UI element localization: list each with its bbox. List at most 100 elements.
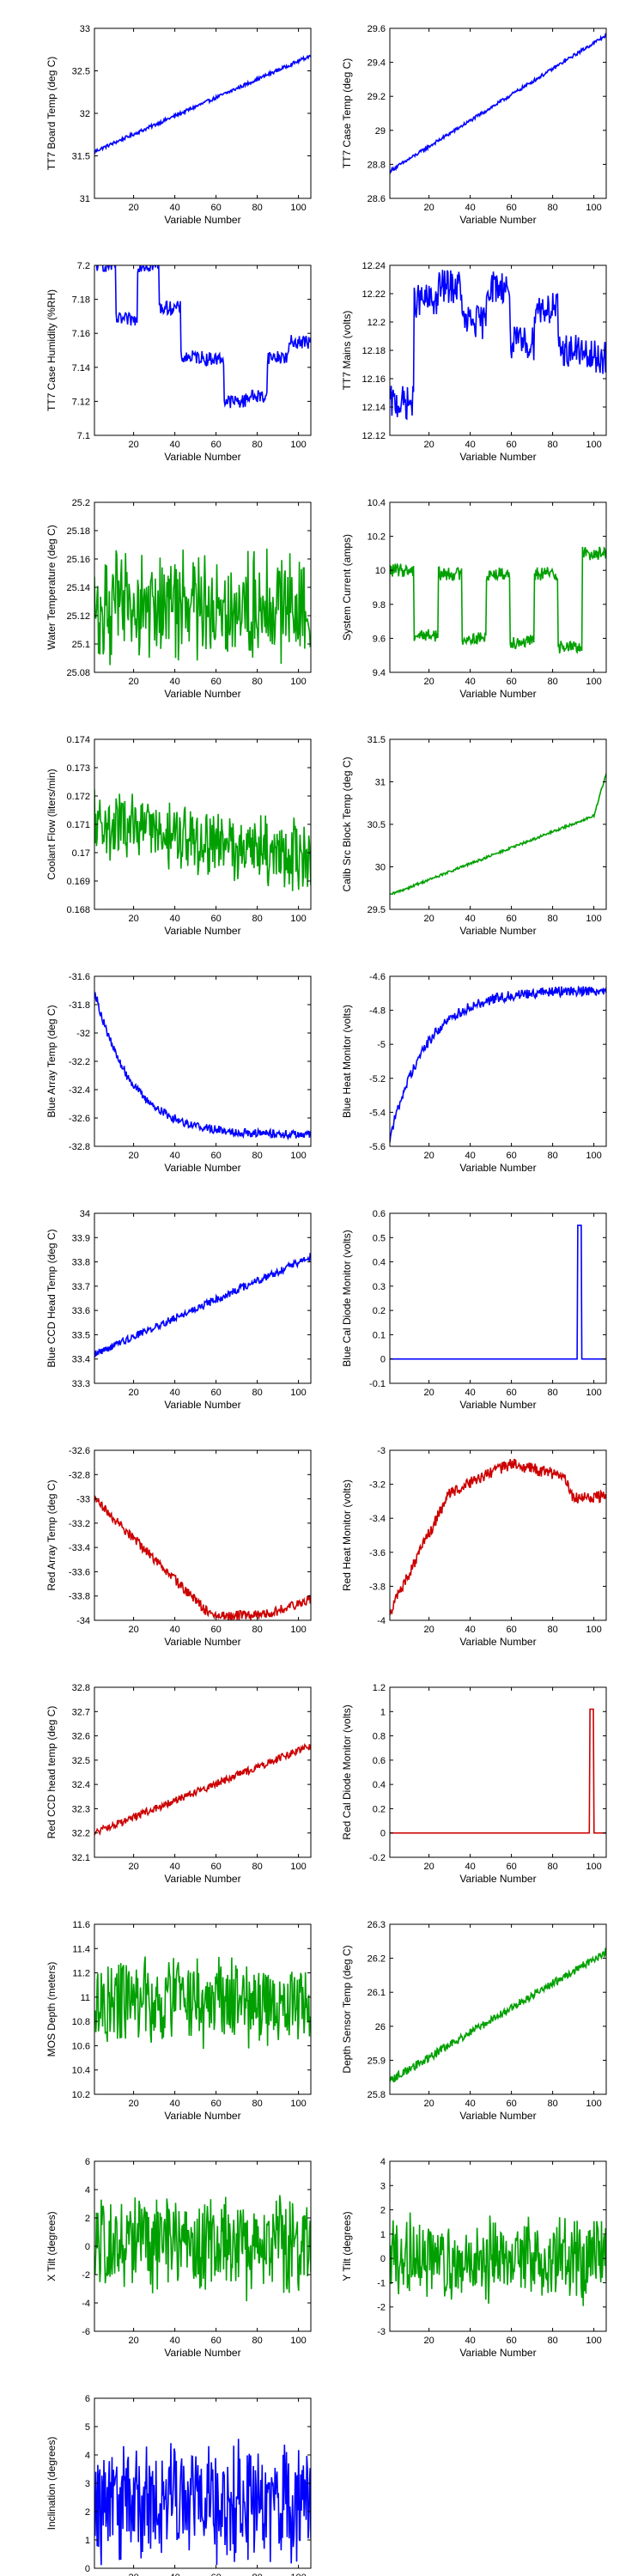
x-tick-label: 60 bbox=[506, 1625, 516, 1635]
y-tick-label: -32.8 bbox=[69, 1142, 90, 1152]
y-tick-label: -32.6 bbox=[69, 1114, 90, 1124]
y-tick-label: 10.6 bbox=[72, 2041, 90, 2051]
y-tick-label: 32.5 bbox=[72, 1756, 90, 1766]
y-tick-label: 33.6 bbox=[72, 1306, 90, 1316]
x-axis-label: Variable Number bbox=[164, 2110, 240, 2122]
y-tick-label: 25.16 bbox=[66, 555, 90, 565]
x-tick-label: 100 bbox=[290, 1625, 306, 1635]
chart-panel-4: 20 40 60 80 100 12.12 12.14 12.16 12.18 12.2 12.22… bbox=[341, 261, 607, 463]
x-tick-label: 40 bbox=[169, 203, 179, 213]
y-axis-label: Calib Src Block Temp (deg C) bbox=[341, 756, 353, 891]
y-tick-label: -32.6 bbox=[69, 1446, 90, 1456]
x-tick-label: 60 bbox=[506, 2336, 516, 2346]
y-tick-label: 32.4 bbox=[72, 1780, 90, 1790]
y-tick-label: -34 bbox=[76, 1616, 90, 1626]
plot-frame bbox=[389, 2160, 607, 2332]
y-axis-label: Inclination (degrees) bbox=[46, 2437, 58, 2530]
chart-panel-16: 20 40 60 80 100 -0.2 0 0.2 0.4 0.6 0.8 1 1.2 Variable… bbox=[341, 1683, 607, 1885]
x-tick-label: 80 bbox=[547, 2336, 557, 2346]
y-tick-label: 7.1 bbox=[77, 431, 90, 441]
x-tick-label: 40 bbox=[169, 440, 179, 450]
y-axis-label: Water Temperature (deg C) bbox=[46, 525, 58, 649]
x-tick-label: 100 bbox=[586, 1625, 601, 1635]
x-tick-label: 20 bbox=[423, 677, 434, 687]
x-tick-label: 80 bbox=[252, 1862, 262, 1872]
y-tick-label: 25.12 bbox=[66, 611, 90, 622]
y-tick-label: 26 bbox=[375, 2022, 386, 2032]
y-tick-label: 0.173 bbox=[66, 763, 90, 774]
x-tick-label: 60 bbox=[210, 1625, 221, 1635]
y-tick-label: -4.8 bbox=[369, 1006, 386, 1017]
y-tick-label: 25.8 bbox=[368, 2090, 386, 2100]
x-tick-label: 20 bbox=[128, 677, 138, 687]
y-tick-label: 10.2 bbox=[72, 2090, 90, 2100]
y-tick-label: 32 bbox=[80, 109, 90, 119]
y-tick-label: 33.5 bbox=[72, 1330, 90, 1340]
y-tick-label: 0.2 bbox=[373, 1306, 386, 1316]
y-tick-label: 0.171 bbox=[66, 820, 90, 830]
x-axis-label: Variable Number bbox=[164, 925, 240, 937]
x-tick-label: 40 bbox=[169, 1862, 179, 1872]
y-tick-label: -31.6 bbox=[69, 972, 90, 982]
x-axis-label: Variable Number bbox=[459, 2347, 536, 2359]
series-line bbox=[94, 1956, 311, 2050]
x-tick-label: 60 bbox=[210, 440, 221, 450]
x-tick-label: 60 bbox=[210, 2336, 221, 2346]
x-tick-label: 20 bbox=[423, 2336, 434, 2346]
series-line bbox=[390, 1708, 606, 1834]
y-axis-label: Red Cal Diode Monitor (volts) bbox=[341, 1704, 353, 1839]
x-tick-label: 20 bbox=[423, 1388, 434, 1398]
series-line bbox=[390, 1224, 606, 1360]
y-tick-label: 10.8 bbox=[72, 2017, 90, 2027]
series-line bbox=[390, 33, 606, 174]
x-tick-label: 20 bbox=[128, 440, 138, 450]
y-axis-label: MOS Depth (meters) bbox=[46, 1962, 58, 2057]
x-tick-label: 60 bbox=[210, 203, 221, 213]
y-tick-label: 33.4 bbox=[72, 1355, 90, 1365]
y-tick-label: 25.2 bbox=[72, 498, 90, 508]
y-tick-label: 32.6 bbox=[72, 1732, 90, 1742]
chart-panel-1: 20 40 60 80 100 31 31.5 32 32.5 33 Variable Number… bbox=[46, 24, 312, 226]
chart-panel-21: 204060801000123456Variable NumberInclina… bbox=[46, 2394, 312, 2576]
series-line bbox=[390, 1947, 606, 2083]
y-tick-label: 4 bbox=[85, 2451, 90, 2461]
x-tick-label: 20 bbox=[128, 1151, 138, 1161]
plot-frame bbox=[389, 1449, 607, 1621]
y-tick-label: 33.3 bbox=[72, 1379, 90, 1389]
x-tick-label: 80 bbox=[547, 914, 557, 924]
y-tick-label: 0.6 bbox=[373, 1209, 386, 1219]
plot-frame bbox=[389, 1686, 607, 1858]
y-tick-label: -33.4 bbox=[69, 1543, 90, 1553]
y-tick-label: -32 bbox=[76, 1029, 90, 1039]
chart-panel-2: 20 40 60 80 100 28.6 28.8 29 29.2 29.4 29.6 Variabl… bbox=[341, 24, 607, 226]
x-tick-label: 40 bbox=[169, 2573, 179, 2576]
x-axis-label: Variable Number bbox=[164, 2347, 240, 2359]
series-line bbox=[94, 992, 311, 1141]
series-line bbox=[94, 1494, 311, 1620]
y-tick-label: -6 bbox=[82, 2327, 90, 2337]
y-axis-label: Blue CCD Head Temp (deg C) bbox=[46, 1229, 58, 1367]
y-tick-label: 7.16 bbox=[72, 329, 90, 339]
x-tick-label: 60 bbox=[506, 1862, 516, 1872]
x-tick-label: 60 bbox=[506, 914, 516, 924]
y-tick-label: -3.8 bbox=[369, 1582, 386, 1592]
chart-panel-13: 20 40 60 80 100 -34 -33.8 -33.6 -33.4 -33.2 -33 -32… bbox=[46, 1446, 312, 1648]
x-tick-label: 100 bbox=[290, 914, 306, 924]
x-tick-label: 20 bbox=[423, 203, 434, 213]
x-tick-label: 80 bbox=[547, 1625, 557, 1635]
x-tick-label: 60 bbox=[210, 1151, 221, 1161]
y-tick-label: 0.2 bbox=[373, 1804, 386, 1814]
x-axis-label: Variable Number bbox=[164, 1399, 240, 1411]
x-tick-label: 80 bbox=[252, 440, 262, 450]
y-tick-label: 1 bbox=[85, 2536, 90, 2546]
x-axis-label: Variable Number bbox=[459, 2110, 536, 2122]
x-axis-label: Variable Number bbox=[164, 688, 240, 700]
plot-frame bbox=[389, 27, 607, 199]
series-line bbox=[95, 265, 311, 409]
y-tick-label: 0.168 bbox=[66, 905, 90, 915]
chart-panel-9: 20 40 60 80 100 -32.8 -32.6 -32.4 -32.2 -32 -31.8 -… bbox=[46, 972, 312, 1174]
x-tick-label: 80 bbox=[252, 203, 262, 213]
plot-frame bbox=[94, 1923, 312, 2095]
y-axis-label: Blue Heat Monitor (volts) bbox=[341, 1005, 353, 1118]
y-axis-label: Red Heat Monitor (volts) bbox=[341, 1479, 353, 1591]
